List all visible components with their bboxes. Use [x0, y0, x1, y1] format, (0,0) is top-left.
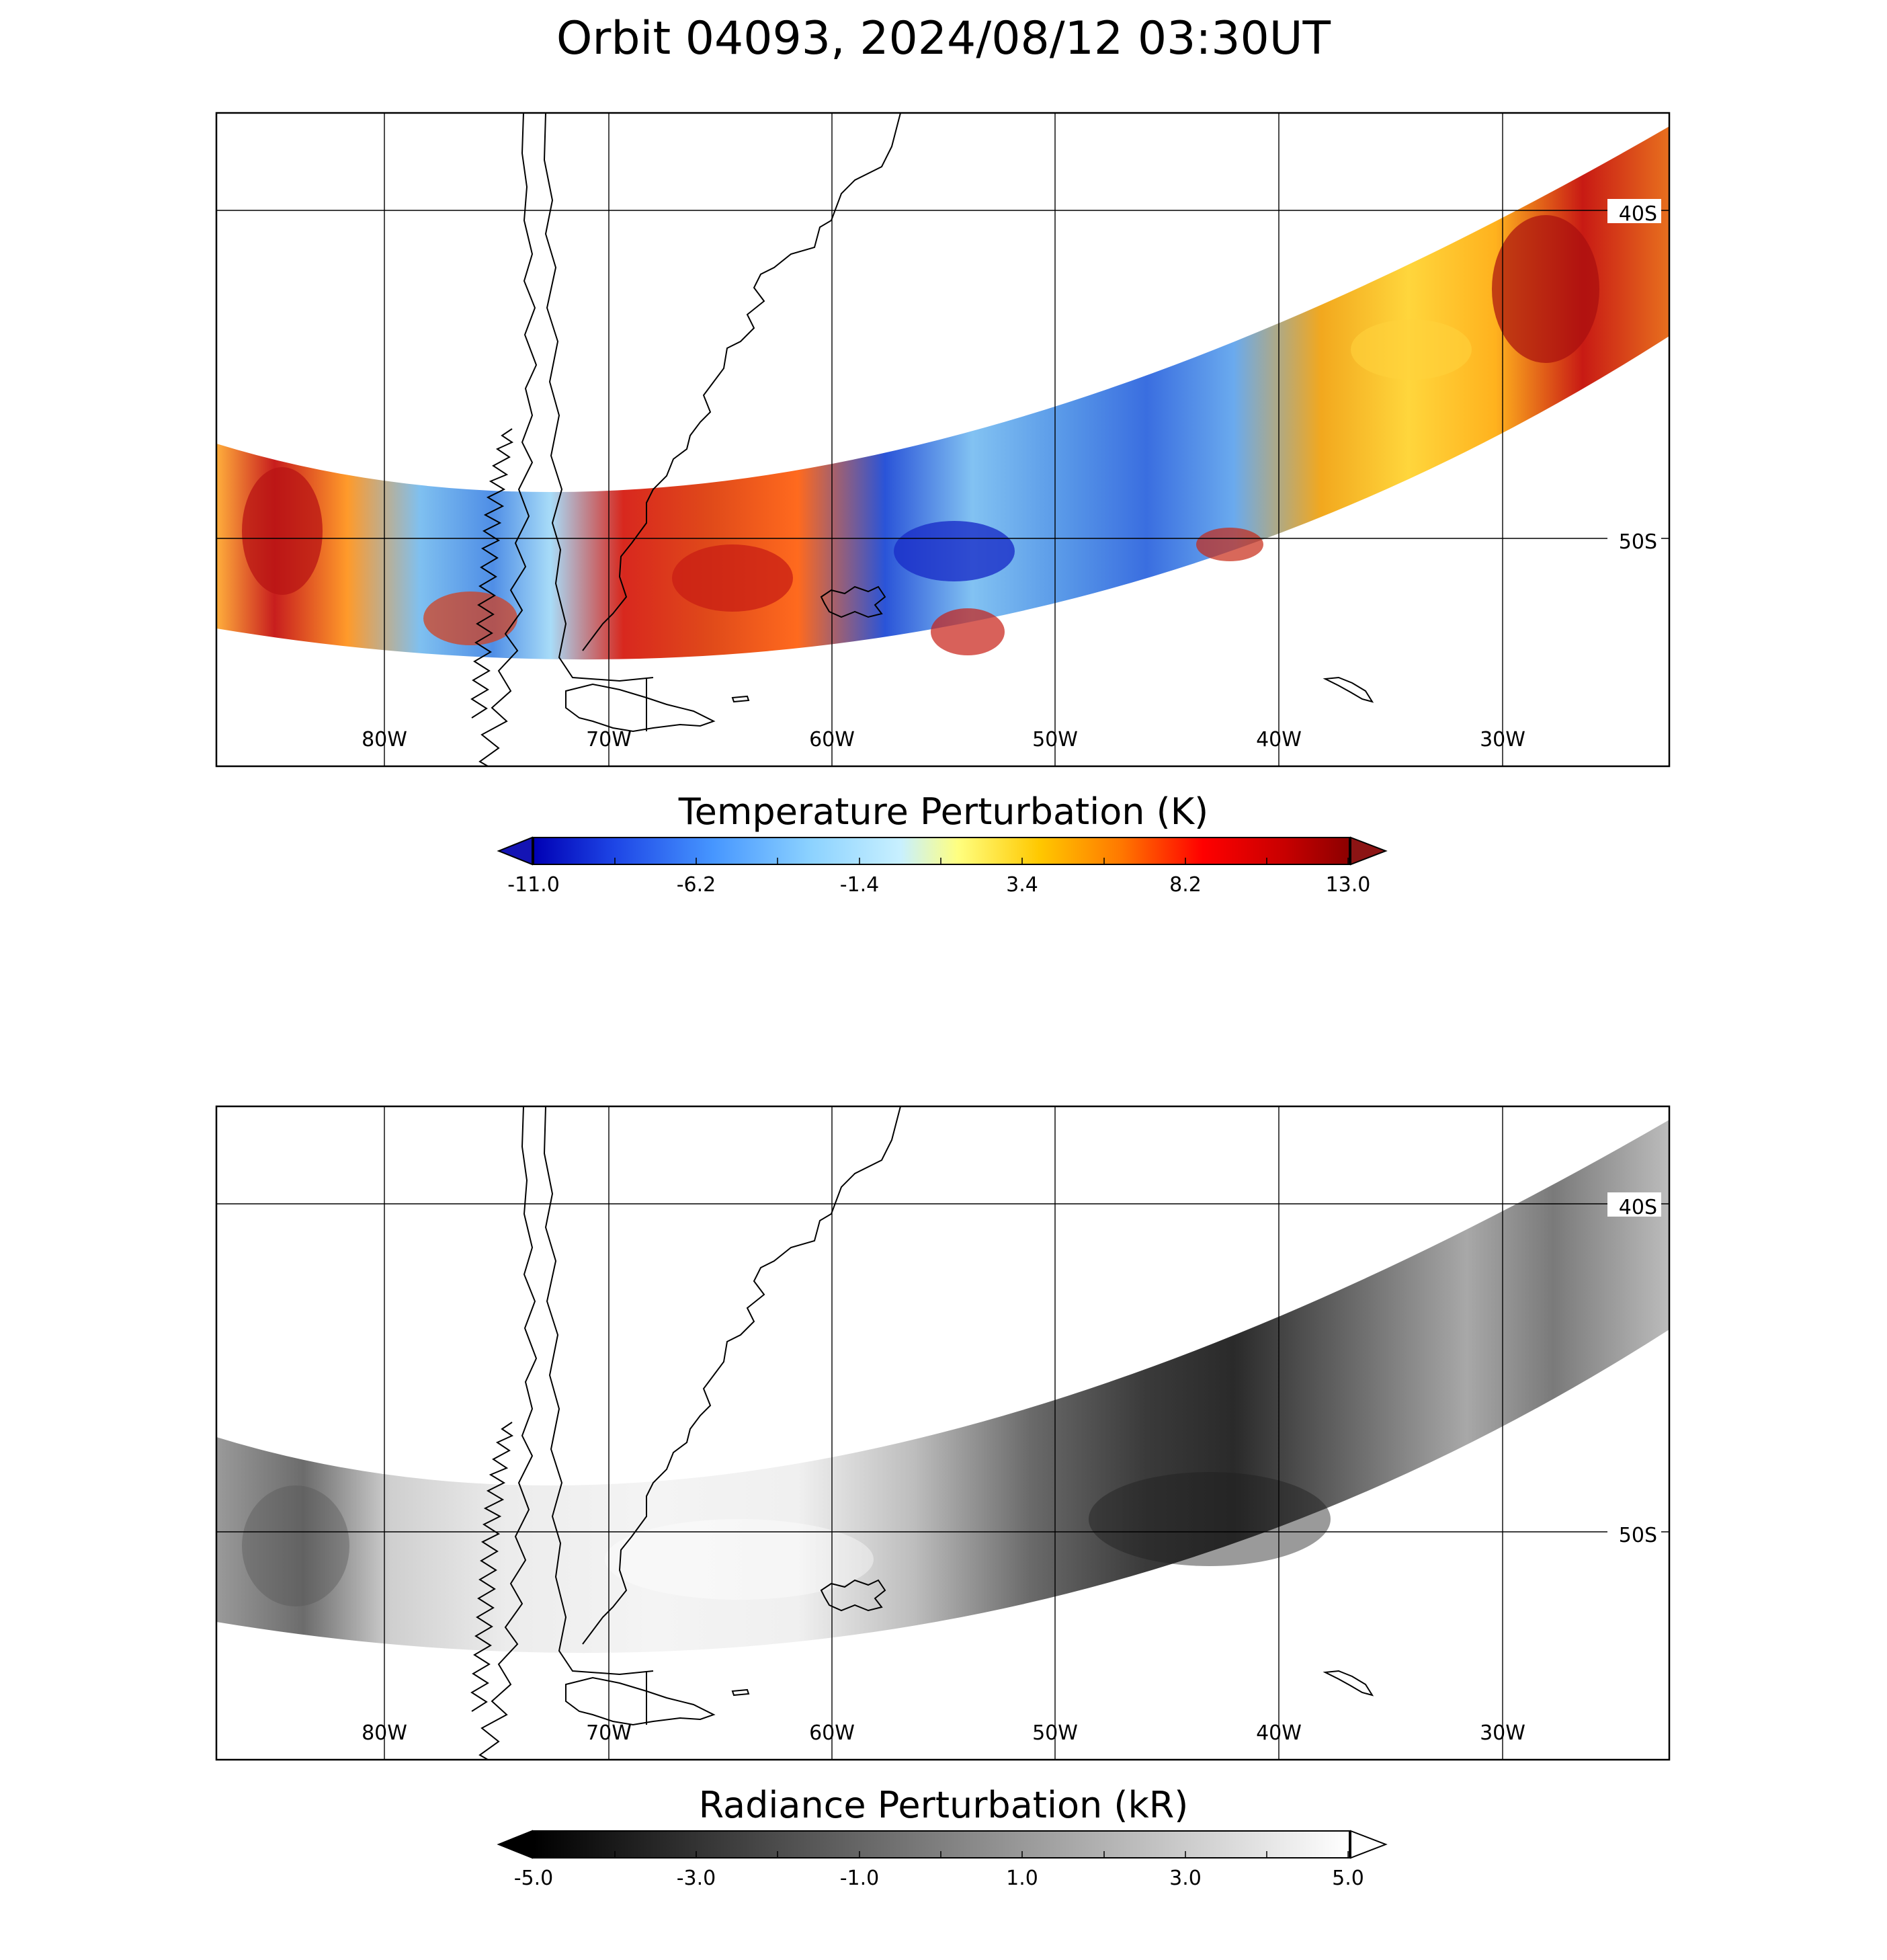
map-gridlines — [216, 113, 1669, 766]
lon-label: 50W — [1032, 1721, 1078, 1745]
radiance-swath — [216, 1120, 1669, 1653]
lat-label: 50S — [1619, 1524, 1657, 1547]
map-frame — [215, 1105, 1671, 1761]
colorbar-tick-label: -1.0 — [840, 1867, 880, 1890]
colorbar-over-arrow — [1350, 1830, 1388, 1859]
temperature-swath — [216, 126, 1669, 660]
colorbar-tick-label: -6.2 — [677, 873, 716, 897]
colorbar-tick-label: 3.0 — [1169, 1867, 1202, 1890]
colorbar-gradient — [533, 1830, 1350, 1859]
radiance-map-panel — [216, 1106, 1669, 1760]
lon-label: 70W — [586, 728, 632, 751]
radiance-colorbar: Radiance Perturbation (kR) -5.0 -3.0 -1.… — [497, 1784, 1388, 1890]
lon-label: 80W — [362, 728, 407, 751]
colorbar-tick-label: -3.0 — [677, 1867, 716, 1890]
lon-label: 30W — [1480, 728, 1525, 751]
colorbar-tick-label: -5.0 — [514, 1867, 554, 1890]
colorbar-under-arrow — [497, 836, 533, 866]
figure-title: Orbit 04093, 2024/08/12 03:30UT — [556, 12, 1331, 65]
lon-label: 40W — [1256, 1721, 1302, 1745]
colorbar-gradient — [533, 837, 1350, 865]
colorbar-label: Radiance Perturbation (kR) — [699, 1784, 1189, 1826]
colorbar-tick-label: 3.4 — [1006, 873, 1038, 897]
colorbar-tick-label: 13.0 — [1326, 873, 1371, 897]
lat-label: 40S — [1619, 202, 1657, 226]
temperature-map-panel — [216, 113, 1669, 766]
lat-label: 40S — [1619, 1196, 1657, 1219]
temperature-colorbar: Temperature Perturbation (K) -11.0 -6.2 … — [497, 790, 1388, 897]
colorbar-tick-label: 1.0 — [1006, 1867, 1038, 1890]
lon-label: 60W — [809, 728, 855, 751]
lon-label: 80W — [362, 1721, 407, 1745]
lat-label: 50S — [1619, 530, 1657, 554]
lon-label: 30W — [1480, 1721, 1525, 1745]
colorbar-under-arrow — [497, 1830, 533, 1859]
map-gridlines — [216, 1106, 1669, 1760]
map-frame — [215, 112, 1671, 768]
lon-label: 60W — [809, 1721, 855, 1745]
lon-label: 40W — [1256, 728, 1302, 751]
lon-label: 50W — [1032, 728, 1078, 751]
colorbar-tick-label: -1.4 — [840, 873, 880, 897]
colorbar-tick-label: 8.2 — [1169, 873, 1202, 897]
colorbar-over-arrow — [1350, 836, 1388, 866]
colorbar-tick-label: -11.0 — [507, 873, 560, 897]
colorbar-tick-label: 5.0 — [1332, 1867, 1364, 1890]
colorbar-label: Temperature Perturbation (K) — [678, 790, 1208, 833]
lon-label: 70W — [586, 1721, 632, 1745]
